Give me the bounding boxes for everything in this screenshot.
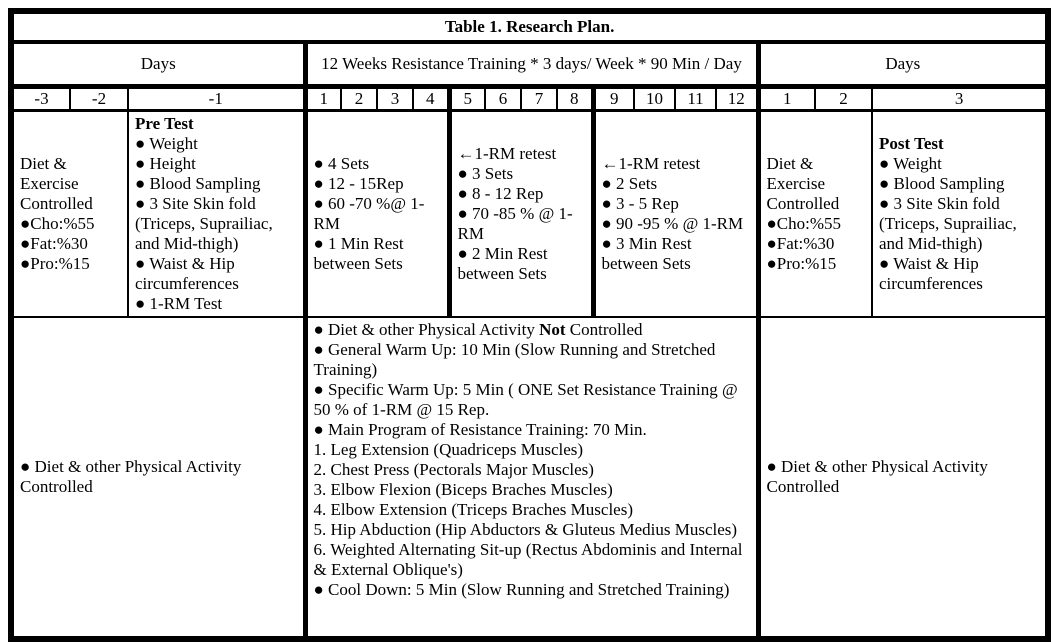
cell-bottom-left-diet: ● Diet & other Physical Activity Control… (10, 316, 306, 640)
week-5: 5 (446, 85, 486, 112)
day-minus-2: -2 (69, 85, 129, 112)
header-row: Days 12 Weeks Resistance Training * 3 da… (10, 41, 1050, 89)
post-day-2: 2 (814, 85, 873, 112)
cell-weeks-5-8: ←1-RM retest ● 3 Sets ● 8 - 12 Rep ● 70 … (446, 109, 594, 318)
week-10: 10 (633, 85, 676, 112)
week-6: 6 (484, 85, 522, 112)
not-controlled-prefix: ● Diet & other Physical Activity (313, 320, 540, 339)
table-title: Table 1. Research Plan. (9, 10, 1050, 44)
cell-weeks-1-4: ● 4 Sets ● 12 - 15Rep ● 60 -70 %@ 1-RM ●… (302, 109, 450, 318)
post-day-3: 3 (870, 85, 1050, 112)
day-number-row: -3 -2 -1 1 2 3 4 5 6 7 8 9 10 11 12 1 2 … (10, 85, 1050, 112)
week-12: 12 (715, 85, 759, 112)
title-row: Table 1. Research Plan. (9, 10, 1050, 44)
post-test-items: ● Weight ● Blood Sampling ● 3 Site Skin … (879, 154, 1017, 293)
research-plan-table: Table 1. Research Plan. Days 12 Weeks Re… (8, 8, 1052, 642)
post-day-1: 1 (755, 85, 816, 112)
line-activity-not-controlled: ● Diet & other Physical Activity Not Con… (314, 320, 750, 340)
cell-weeks-9-12: ←1-RM retest ● 2 Sets ● 3 - 5 Rep ● 90 -… (590, 109, 759, 318)
cell-bottom-right-diet: ● Diet & other Physical Activity Control… (755, 316, 1050, 640)
cell-session-plan: ● Diet & other Physical Activity Not Con… (302, 316, 759, 640)
week-9: 9 (590, 85, 635, 112)
week-1: 1 (302, 85, 342, 112)
day-minus-1: -1 (127, 85, 306, 112)
week-8: 8 (556, 85, 594, 112)
session-plan-items: ● General Warm Up: 10 Min (Slow Running … (313, 340, 743, 599)
cell-post-test: Post Test ● Weight ● Blood Sampling ● 3 … (870, 109, 1050, 318)
pre-test-items: ● Weight ● Height ● Blood Sampling ● 3 S… (135, 134, 273, 313)
header-training-program: 12 Weeks Resistance Training * 3 days/ W… (302, 41, 759, 89)
header-days-left: Days (10, 41, 306, 89)
post-test-heading: Post Test (879, 134, 944, 153)
not-controlled-bold: Not (539, 320, 566, 339)
week-11: 11 (674, 85, 717, 112)
not-controlled-suffix: Controlled (565, 320, 643, 339)
cell-pre-diet-controlled: Diet & Exercise Controlled ●Cho:%55 ●Fat… (10, 109, 129, 318)
header-days-right: Days (755, 41, 1050, 89)
week-2: 2 (340, 85, 378, 112)
content-row: Diet & Exercise Controlled ●Cho:%55 ●Fat… (10, 109, 1050, 318)
pre-test-heading: Pre Test (135, 114, 194, 133)
week-7: 7 (520, 85, 558, 112)
day-minus-3: -3 (10, 85, 71, 112)
cell-pre-test: Pre Test ● Weight ● Height ● Blood Sampl… (127, 109, 306, 318)
week-4: 4 (412, 85, 450, 112)
bottom-row: ● Diet & other Physical Activity Control… (10, 316, 1050, 640)
cell-post-diet-controlled: Diet & Exercise Controlled ●Cho:%55 ●Fat… (755, 109, 873, 318)
week-3: 3 (376, 85, 414, 112)
